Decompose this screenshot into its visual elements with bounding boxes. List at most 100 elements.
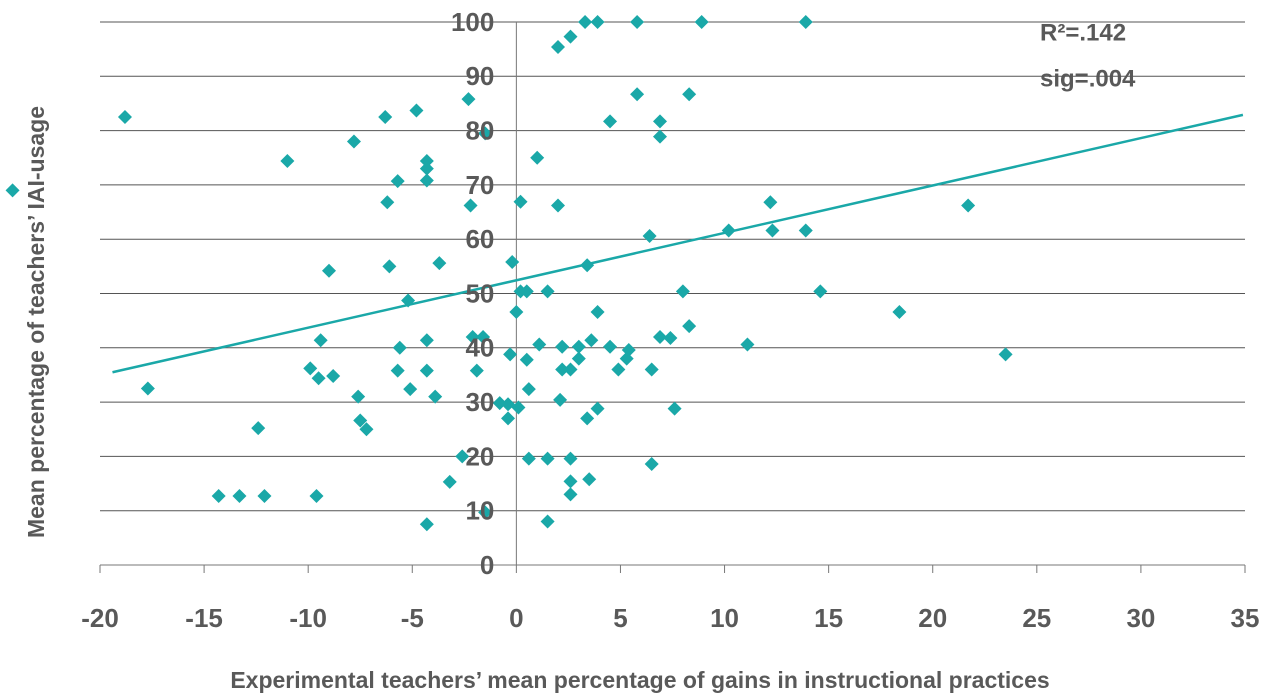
- point: [378, 110, 393, 125]
- x-tick-label: 20: [918, 603, 947, 633]
- point: [530, 150, 545, 165]
- point: [551, 198, 565, 213]
- point: [590, 401, 605, 416]
- point: [403, 382, 418, 397]
- point: [551, 39, 565, 54]
- point: [442, 474, 457, 489]
- point: [555, 362, 570, 377]
- point: [603, 339, 618, 354]
- y-tick-label: 50: [465, 278, 494, 308]
- point: [590, 304, 605, 319]
- y-tick-label: 70: [465, 170, 494, 200]
- point: [630, 15, 645, 29]
- point: [390, 363, 405, 378]
- point: [563, 487, 578, 502]
- x-tick-label: 15: [814, 603, 843, 633]
- point: [563, 29, 578, 44]
- y-tick-label: 100: [451, 7, 494, 37]
- point: [653, 129, 668, 144]
- point: [813, 284, 828, 299]
- point: [461, 92, 476, 107]
- point: [511, 400, 526, 415]
- point: [465, 329, 480, 344]
- point: [798, 223, 813, 238]
- point: [322, 263, 336, 278]
- point: [682, 319, 697, 334]
- point: [763, 195, 778, 210]
- point: [469, 363, 484, 378]
- point: [463, 198, 478, 213]
- x-tick-label: 0: [509, 603, 523, 633]
- point: [380, 195, 395, 210]
- point: [611, 362, 626, 377]
- point: [675, 284, 690, 299]
- point: [390, 174, 405, 189]
- point: [580, 411, 595, 426]
- point: [653, 114, 668, 129]
- point: [409, 103, 424, 118]
- x-tick-label: 25: [1022, 603, 1051, 633]
- point: [582, 472, 597, 487]
- point: [346, 134, 361, 149]
- point: [540, 514, 555, 529]
- annotation: R²=.142: [1040, 19, 1126, 46]
- annotation: sig=.004: [1040, 65, 1136, 92]
- point: [563, 451, 578, 466]
- point: [642, 228, 657, 243]
- y-tick-label: 80: [465, 115, 494, 145]
- x-axis-label: Experimental teachers’ mean percentage o…: [230, 667, 1049, 693]
- point: [621, 342, 636, 357]
- point: [455, 449, 470, 464]
- point: [540, 451, 555, 466]
- point: [232, 489, 247, 504]
- x-tick-label: 35: [1231, 603, 1260, 633]
- point: [740, 337, 755, 352]
- point: [513, 194, 528, 209]
- point: [478, 126, 493, 141]
- point: [280, 154, 295, 169]
- point: [644, 457, 659, 472]
- point: [432, 256, 447, 271]
- point: [644, 362, 659, 377]
- point: [521, 451, 536, 466]
- y-tick-label: 60: [465, 224, 494, 254]
- point: [563, 474, 578, 489]
- point: [503, 347, 518, 362]
- x-tick-label: 10: [710, 603, 739, 633]
- point: [578, 15, 593, 29]
- x-tick-label: -5: [401, 603, 424, 633]
- point: [476, 329, 491, 344]
- point: [353, 413, 368, 428]
- trendline: [112, 113, 1244, 374]
- point: [998, 347, 1013, 362]
- y-tick-label: 20: [465, 441, 494, 471]
- point: [351, 389, 366, 404]
- point: [540, 284, 555, 299]
- point: [892, 304, 907, 319]
- point: [326, 369, 341, 384]
- point: [311, 371, 326, 386]
- point: [419, 161, 434, 176]
- point: [251, 421, 266, 436]
- point: [682, 87, 697, 102]
- point: [571, 351, 586, 366]
- y-tick-label: 0: [480, 550, 494, 580]
- y-tick-label: 30: [465, 387, 494, 417]
- point: [359, 422, 374, 437]
- point: [580, 258, 595, 273]
- point: [419, 173, 434, 188]
- point: [571, 339, 586, 354]
- point: [667, 401, 682, 416]
- point: [519, 284, 534, 299]
- point: [653, 329, 668, 344]
- point: [140, 381, 155, 396]
- point: [663, 331, 678, 346]
- point: [798, 15, 813, 29]
- point: [392, 340, 407, 355]
- point: [257, 489, 272, 504]
- point: [590, 15, 605, 29]
- point: [505, 255, 520, 270]
- x-tick-label: -15: [185, 603, 223, 633]
- point: [419, 363, 434, 378]
